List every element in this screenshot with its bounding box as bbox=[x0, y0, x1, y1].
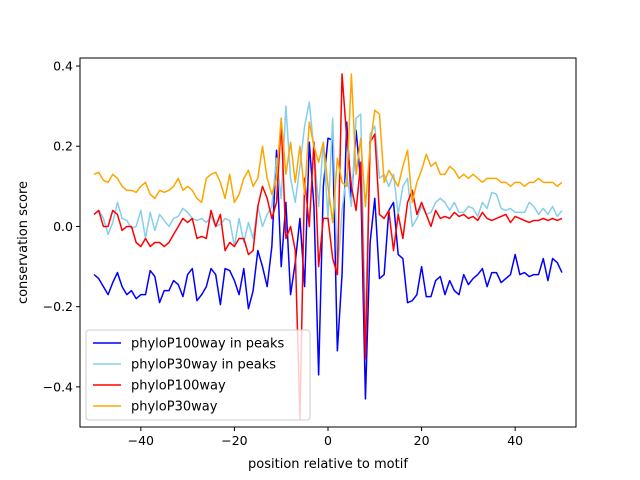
legend: phyloP100way in peaks phyloP30way in peak… bbox=[85, 329, 311, 421]
series-line-4 bbox=[93, 73, 563, 224]
y-tick-label: −0.2 bbox=[43, 299, 73, 314]
legend-label: phyloP30way in peaks bbox=[131, 358, 276, 373]
legend-box bbox=[85, 329, 311, 421]
y-tick-label: 0.2 bbox=[53, 139, 73, 154]
x-axis-label: position relative to motif bbox=[248, 457, 408, 472]
series-line-1 bbox=[93, 121, 563, 400]
x-tick-label: −40 bbox=[128, 433, 154, 448]
x-axis: −40 −20 0 20 40 bbox=[128, 427, 523, 448]
y-tick-label: 0.4 bbox=[53, 59, 73, 74]
legend-label: phyloP100way bbox=[131, 379, 226, 394]
series-line-3 bbox=[93, 73, 563, 420]
x-tick-label: −20 bbox=[221, 433, 247, 448]
y-axis-label: conservation score bbox=[16, 181, 31, 304]
legend-label: phyloP30way bbox=[131, 400, 218, 415]
x-tick-label: 20 bbox=[414, 433, 430, 448]
y-tick-label: −0.4 bbox=[43, 379, 73, 394]
legend-label: phyloP100way in peaks bbox=[131, 337, 285, 352]
y-axis: −0.4 −0.2 0.0 0.2 0.4 bbox=[43, 59, 80, 394]
x-tick-label: 0 bbox=[324, 433, 332, 448]
y-tick-label: 0.0 bbox=[53, 219, 73, 234]
plot-lines bbox=[93, 73, 563, 420]
x-tick-label: 40 bbox=[507, 433, 523, 448]
